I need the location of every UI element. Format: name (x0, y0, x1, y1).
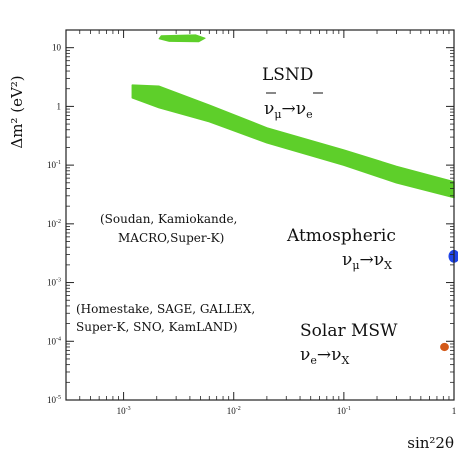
y-tick-label: 10-3 (47, 278, 61, 288)
region-atmospheric-2 (448, 249, 458, 263)
y-tick-label: 1 (57, 101, 62, 111)
y-axis-label: Δm² (eV²) (8, 75, 26, 148)
region-solar-msw-3 (440, 342, 449, 352)
y-tick-label: 10-2 (47, 219, 61, 229)
x-tick-label: 10-2 (227, 406, 241, 416)
atm-experiments-line2: MACRO,Super-K) (118, 231, 224, 245)
ticks-layer: 10-3 10-2 10-1 1 10 1 10-1 10-2 10-3 10-4 10-5 (47, 30, 456, 416)
region-lsnd-1 (158, 34, 206, 43)
x-tick-label: 10-1 (337, 406, 351, 416)
y-tick-label: 10-4 (47, 336, 61, 346)
atm-label: Atmospheric (286, 226, 396, 246)
plot-frame (65, 29, 455, 401)
regions-layer (131, 34, 458, 352)
y-tick-label: 10-5 (47, 395, 61, 405)
solar-process: νe→νX (300, 345, 349, 367)
atm-experiments-line1: (Soudan, Kamiokande, (100, 212, 237, 226)
solar-experiments-line1: (Homestake, SAGE, GALLEX, (76, 302, 255, 316)
solar-experiments-line2: Super-K, SNO, KamLAND) (76, 320, 238, 334)
x-tick-label: 10-3 (117, 406, 131, 416)
lsnd-label: LSND (262, 65, 313, 85)
x-axis-label-text: sin²2θ (407, 434, 454, 452)
y-axis-label-text: Δm² (eV²) (8, 75, 26, 148)
solar-label: Solar MSW (300, 321, 398, 341)
x-tick-label: 1 (452, 406, 457, 416)
x-axis-label: sin²2θ (407, 434, 454, 452)
y-tick-label: 10 (52, 43, 62, 53)
y-tick-label: 10-1 (47, 160, 61, 170)
atm-process: νμ→νX (342, 250, 392, 272)
lsnd-process: νμ→νe (264, 99, 313, 121)
